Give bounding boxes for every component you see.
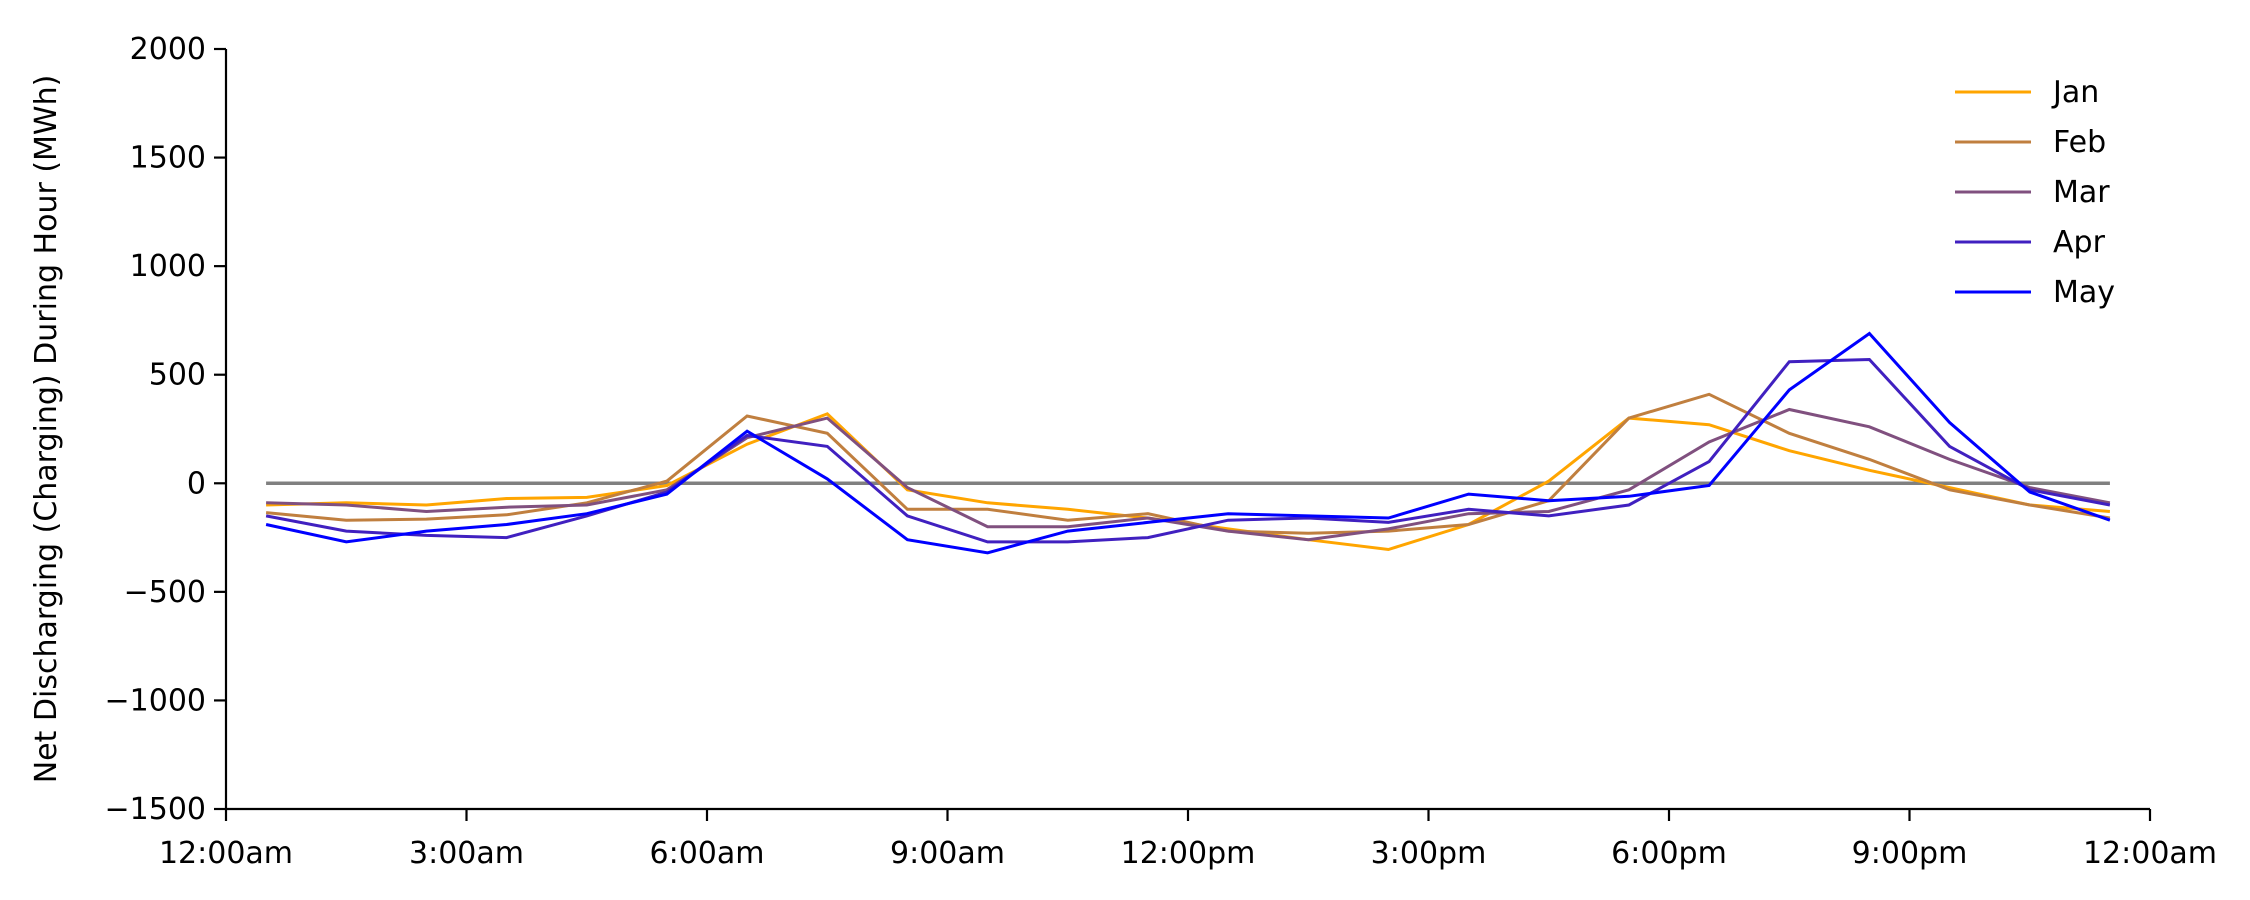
y-tick-label: 0 bbox=[187, 466, 206, 501]
x-tick-label: 12:00am bbox=[2083, 836, 2217, 871]
y-tick-label: 500 bbox=[149, 358, 206, 393]
x-tick-label: 3:00am bbox=[409, 836, 524, 871]
chart-axes: −1500 −1000 −500 0 500 1000 1500 2000 12:00am 3:0… bbox=[105, 32, 2218, 871]
y-tick-label: 2000 bbox=[130, 32, 206, 67]
x-tick-label: 9:00am bbox=[890, 836, 1005, 871]
plot-area bbox=[265, 331, 2111, 555]
legend-label: Apr bbox=[2053, 225, 2106, 260]
legend-label: Jan bbox=[2051, 75, 2099, 110]
series-line-mar bbox=[266, 407, 2111, 542]
x-tick-label: 12:00am bbox=[159, 836, 293, 871]
legend-label: May bbox=[2053, 275, 2115, 310]
legend-label: Feb bbox=[2053, 125, 2106, 160]
y-tick-label: 1000 bbox=[130, 249, 206, 284]
legend-item-mar: Mar bbox=[1955, 175, 2110, 210]
legend-item-apr: Apr bbox=[1955, 225, 2106, 260]
y-tick-label: −1000 bbox=[105, 683, 206, 718]
chart-legend: Jan Feb Mar Apr May bbox=[1955, 75, 2115, 310]
y-axis-title: Net Discharging (Charging) During Hour (… bbox=[29, 75, 64, 784]
legend-item-may: May bbox=[1955, 275, 2115, 310]
legend-label: Mar bbox=[2053, 175, 2110, 210]
series-line-apr bbox=[265, 357, 2111, 544]
x-tick-label: 6:00pm bbox=[1611, 836, 1727, 871]
legend-item-feb: Feb bbox=[1955, 125, 2106, 160]
x-tick-label: 6:00am bbox=[650, 836, 765, 871]
y-tick-label: −500 bbox=[124, 575, 206, 610]
series-line-feb bbox=[265, 392, 2111, 535]
legend-item-jan: Jan bbox=[1955, 75, 2099, 110]
x-tick-label: 12:00pm bbox=[1121, 836, 1256, 871]
x-tick-label: 9:00pm bbox=[1852, 836, 1968, 871]
y-tick-label: 1500 bbox=[130, 141, 206, 176]
x-tick-label: 3:00pm bbox=[1371, 836, 1487, 871]
y-tick-label: −1500 bbox=[105, 792, 206, 827]
series-line-may bbox=[265, 331, 2111, 555]
